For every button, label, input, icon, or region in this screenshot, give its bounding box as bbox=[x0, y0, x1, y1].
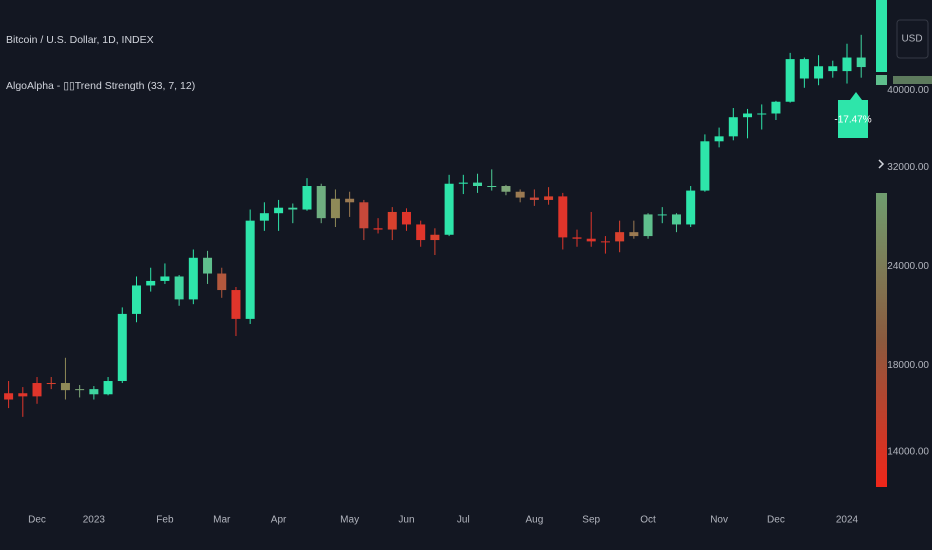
x-tick-label: Dec bbox=[28, 515, 46, 526]
candle-body bbox=[515, 191, 525, 198]
candle-body bbox=[671, 214, 681, 225]
candle-body bbox=[458, 182, 468, 184]
candle-body bbox=[89, 389, 99, 395]
candle-body bbox=[771, 101, 781, 114]
candle-body bbox=[188, 257, 198, 300]
candle-body bbox=[444, 183, 454, 235]
currency-label[interactable]: USD bbox=[901, 34, 922, 45]
y-tick-label: 24000.00 bbox=[887, 261, 929, 272]
candle-body bbox=[330, 198, 340, 219]
x-tick-label: 2024 bbox=[836, 515, 859, 526]
candle-body bbox=[743, 113, 753, 118]
candle-body bbox=[316, 186, 326, 219]
candle-body bbox=[686, 190, 696, 225]
y-tick-label: 18000.00 bbox=[887, 360, 929, 371]
indicator-title: AlgoAlpha - ▯▯Trend Strength (33, 7, 12) bbox=[6, 80, 195, 92]
x-tick-label: Sep bbox=[582, 515, 600, 526]
candle-body bbox=[245, 220, 255, 319]
y-tick-label: 40000.00 bbox=[887, 85, 929, 96]
candle-body bbox=[160, 276, 170, 281]
candle-body bbox=[700, 141, 710, 191]
x-tick-label: Dec bbox=[767, 515, 785, 526]
candle-body bbox=[487, 186, 497, 188]
x-tick-label: Jul bbox=[457, 515, 470, 526]
currency-button[interactable] bbox=[896, 19, 929, 59]
gauge-current bbox=[876, 75, 887, 85]
x-tick-label: May bbox=[340, 515, 359, 526]
candle-body bbox=[373, 228, 383, 230]
candle-body bbox=[558, 196, 568, 238]
candle-body bbox=[842, 57, 852, 72]
plot-area bbox=[4, 34, 866, 417]
candle-body bbox=[174, 276, 184, 300]
candle-body bbox=[146, 280, 156, 286]
candle-body bbox=[416, 224, 426, 241]
candle-body bbox=[600, 241, 610, 243]
candle-body bbox=[529, 197, 539, 200]
candle-body bbox=[615, 232, 625, 242]
candle-body bbox=[828, 66, 838, 72]
y-tick-label: 14000.00 bbox=[887, 447, 929, 458]
candle-body bbox=[302, 186, 312, 210]
trend-tag bbox=[838, 92, 868, 138]
x-tick-label: Feb bbox=[156, 515, 174, 526]
candle-body bbox=[401, 211, 411, 225]
candle-body bbox=[572, 237, 582, 239]
candle-body bbox=[799, 59, 809, 79]
x-tick-label: Apr bbox=[271, 515, 287, 526]
candle-body bbox=[586, 238, 596, 242]
symbol-title: Bitcoin / U.S. Dollar, 1D, INDEX bbox=[6, 34, 154, 46]
candle-body bbox=[231, 290, 241, 319]
candle-body bbox=[387, 211, 397, 230]
candle-body bbox=[714, 136, 724, 142]
candle-body bbox=[32, 383, 42, 397]
candle-body bbox=[728, 117, 738, 137]
candle-body bbox=[345, 198, 355, 203]
candle-body bbox=[274, 207, 284, 214]
candle-body bbox=[217, 273, 227, 291]
candle-body bbox=[757, 113, 767, 115]
candle-body bbox=[46, 383, 56, 385]
collapse-arrow[interactable] bbox=[878, 159, 885, 169]
candle-body bbox=[657, 214, 667, 216]
x-tick-label: Aug bbox=[525, 515, 543, 526]
candle-body bbox=[288, 207, 298, 210]
candle-body bbox=[430, 234, 440, 241]
candle-body bbox=[785, 59, 795, 102]
candle-body bbox=[203, 257, 213, 274]
x-tick-label: Mar bbox=[213, 515, 231, 526]
candle-body bbox=[501, 186, 511, 192]
candle-body bbox=[75, 389, 85, 391]
x-tick-label: Jun bbox=[398, 515, 414, 526]
y-tick-label: 32000.00 bbox=[887, 162, 929, 173]
x-tick-label: Nov bbox=[710, 515, 728, 526]
candle-body bbox=[473, 182, 483, 187]
candle-body bbox=[359, 202, 369, 229]
candle-body bbox=[259, 213, 269, 221]
candle-body bbox=[103, 381, 113, 395]
candle-body bbox=[643, 214, 653, 237]
x-tick-label: Oct bbox=[640, 515, 656, 526]
candle-body bbox=[131, 285, 141, 314]
candle-body bbox=[60, 383, 70, 391]
candle-body bbox=[629, 232, 639, 237]
gauge-gradient bbox=[876, 193, 887, 487]
candle-body bbox=[117, 313, 127, 382]
candle-body bbox=[856, 57, 866, 68]
candle-body bbox=[544, 196, 554, 200]
x-tick-label: 2023 bbox=[83, 515, 106, 526]
trend-label: -17.47% bbox=[834, 115, 871, 126]
candle-body bbox=[4, 393, 14, 400]
candle-body bbox=[814, 66, 824, 79]
price-marker bbox=[893, 76, 932, 84]
candle-body bbox=[18, 393, 28, 397]
gauge-top bbox=[876, 0, 887, 72]
